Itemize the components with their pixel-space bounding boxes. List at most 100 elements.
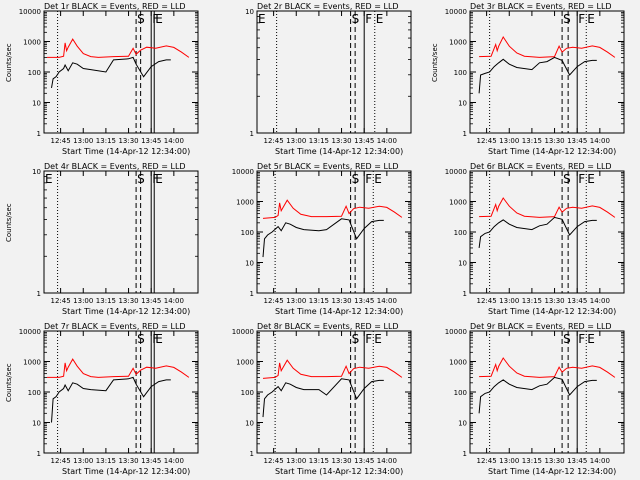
event-marker-label: E <box>587 12 595 26</box>
y-tick-label: 100 <box>241 389 254 397</box>
event-marker-label: S <box>563 12 571 26</box>
y-tick-label: 10000 <box>232 168 254 176</box>
x-tick-label: 12:45 <box>51 137 71 145</box>
series-line-events <box>262 378 384 418</box>
series-line-lld <box>47 358 190 378</box>
x-axis-label: Start Time (14-Apr-12 12:34:00) <box>62 467 191 476</box>
x-tick-label: 13:30 <box>118 457 138 465</box>
event-marker-label: F <box>152 332 159 346</box>
y-tick-label: 1 <box>463 290 467 298</box>
y-tick-label: 10 <box>32 100 41 108</box>
series-line-lld <box>479 357 616 378</box>
x-tick-label: 13:00 <box>73 297 93 305</box>
series-line-events <box>51 56 171 88</box>
x-tick-label: 13:00 <box>286 297 306 305</box>
event-marker-label: F <box>152 12 159 26</box>
y-tick-label: 100 <box>241 229 254 237</box>
x-tick-label: 13:15 <box>522 457 542 465</box>
plot-frame <box>256 10 412 134</box>
x-tick-label: 13:45 <box>141 457 161 465</box>
event-marker-label: S <box>563 332 571 346</box>
x-tick-label: 13:45 <box>567 457 587 465</box>
event-marker-label: F <box>578 172 585 186</box>
series-line-events <box>478 216 597 248</box>
y-tick-label: 1 <box>37 130 41 138</box>
y-tick-label: 100 <box>28 69 41 77</box>
chart-plot-det-8r: 1 10 100 1000 10000 12:45 13:00 13:15 13:30 13:45… <box>232 328 412 465</box>
y-tick-label: 10 <box>32 168 41 176</box>
y-axis-label: Counts/sec <box>5 43 13 82</box>
plot-frame <box>469 170 625 294</box>
chart-panel-det-1r: 1 10 100 1000 10000 12:45 13:00 13:15 13:30 13:45… <box>0 0 213 160</box>
chart-title: Det 1r BLACK = Events, RED = LLD <box>44 2 186 11</box>
x-axis-label: Start Time (14-Apr-12 12:34:00) <box>488 307 617 316</box>
x-tick-label: 13:45 <box>141 137 161 145</box>
event-marker-label: E <box>258 12 266 26</box>
chart-panel-det-7r: 1 10 100 1000 10000 12:45 13:00 13:15 13:30 13:45… <box>0 320 213 480</box>
y-tick-label: 1000 <box>23 359 41 367</box>
series-line-events <box>262 218 384 258</box>
x-tick-label: 14:00 <box>377 297 397 305</box>
event-marker-label: F <box>152 172 159 186</box>
series-line-lld <box>262 359 403 379</box>
x-tick-label: 13:30 <box>331 457 351 465</box>
series-line-lld <box>479 197 616 218</box>
x-tick-label: 13:45 <box>141 297 161 305</box>
chart-plot-det-9r: 1 10 100 1000 10000 12:45 13:00 13:15 13:30 13:45… <box>445 328 625 465</box>
x-tick-label: 12:45 <box>264 297 284 305</box>
plot-frame <box>43 170 199 294</box>
x-tick-label: 13:15 <box>309 457 329 465</box>
plot-frame <box>256 170 412 294</box>
x-tick-label: 14:00 <box>164 137 184 145</box>
chart-panel-det-6r: 1 10 100 1000 10000 12:45 13:00 13:15 13:30 13:45… <box>426 160 639 320</box>
chart-plot-det-1r: 1 10 100 1000 10000 12:45 13:00 13:15 13:30 13:45… <box>19 8 199 145</box>
y-tick-label: 10000 <box>445 8 467 16</box>
y-tick-label: 100 <box>28 389 41 397</box>
x-tick-label: 13:00 <box>286 457 306 465</box>
x-tick-label: 12:45 <box>477 457 497 465</box>
x-tick-label: 13:45 <box>567 297 587 305</box>
plot-frame <box>43 330 199 454</box>
plot-frame <box>469 330 625 454</box>
chart-title: Det 2r BLACK = Events, RED = LLD <box>257 2 399 11</box>
x-tick-label: 14:00 <box>590 137 610 145</box>
event-marker-label: E <box>587 172 595 186</box>
event-marker-label: E <box>45 172 53 186</box>
x-tick-label: 13:45 <box>354 137 374 145</box>
y-tick-label: 10 <box>458 420 467 428</box>
chart-panel-det-9r: 1 10 100 1000 10000 12:45 13:00 13:15 13:30 13:45… <box>426 320 639 480</box>
x-tick-label: 13:15 <box>96 297 116 305</box>
chart-title: Det 3r BLACK = Events, RED = LLD <box>470 2 612 11</box>
y-tick-label: 1 <box>463 130 467 138</box>
chart-plot-det-3r: 1 10 100 1000 10000 12:45 13:00 13:15 13:30 13:45… <box>445 8 625 145</box>
x-tick-label: 13:15 <box>522 297 542 305</box>
plot-frame <box>43 10 199 134</box>
series-line-events <box>478 56 597 94</box>
chart-title: Det 9r BLACK = Events, RED = LLD <box>470 322 612 331</box>
x-tick-label: 13:00 <box>499 297 519 305</box>
event-marker-label: E <box>374 172 382 186</box>
y-tick-label: 1 <box>463 450 467 458</box>
x-tick-label: 12:45 <box>51 297 71 305</box>
x-tick-label: 13:00 <box>286 137 306 145</box>
chart-title: Det 8r BLACK = Events, RED = LLD <box>257 322 399 331</box>
event-marker-label: E <box>155 12 163 26</box>
x-tick-label: 12:45 <box>477 137 497 145</box>
y-tick-label: 1 <box>37 450 41 458</box>
y-tick-label: 1 <box>250 130 254 138</box>
x-tick-label: 12:45 <box>264 137 284 145</box>
y-tick-label: 1000 <box>236 359 254 367</box>
event-marker-label: F <box>578 12 585 26</box>
x-tick-label: 14:00 <box>590 297 610 305</box>
y-axis-label: Counts/sec <box>5 203 13 242</box>
x-tick-label: 13:00 <box>499 457 519 465</box>
chart-plot-det-5r: 1 10 100 1000 10000 12:45 13:00 13:15 13:30 13:45… <box>232 168 412 305</box>
event-marker-label: F <box>365 172 372 186</box>
x-tick-label: 13:15 <box>96 457 116 465</box>
plot-frame <box>256 330 412 454</box>
y-tick-label: 10 <box>458 100 467 108</box>
y-tick-label: 1 <box>37 290 41 298</box>
chart-panel-det-8r: 1 10 100 1000 10000 12:45 13:00 13:15 13:30 13:45… <box>213 320 426 480</box>
